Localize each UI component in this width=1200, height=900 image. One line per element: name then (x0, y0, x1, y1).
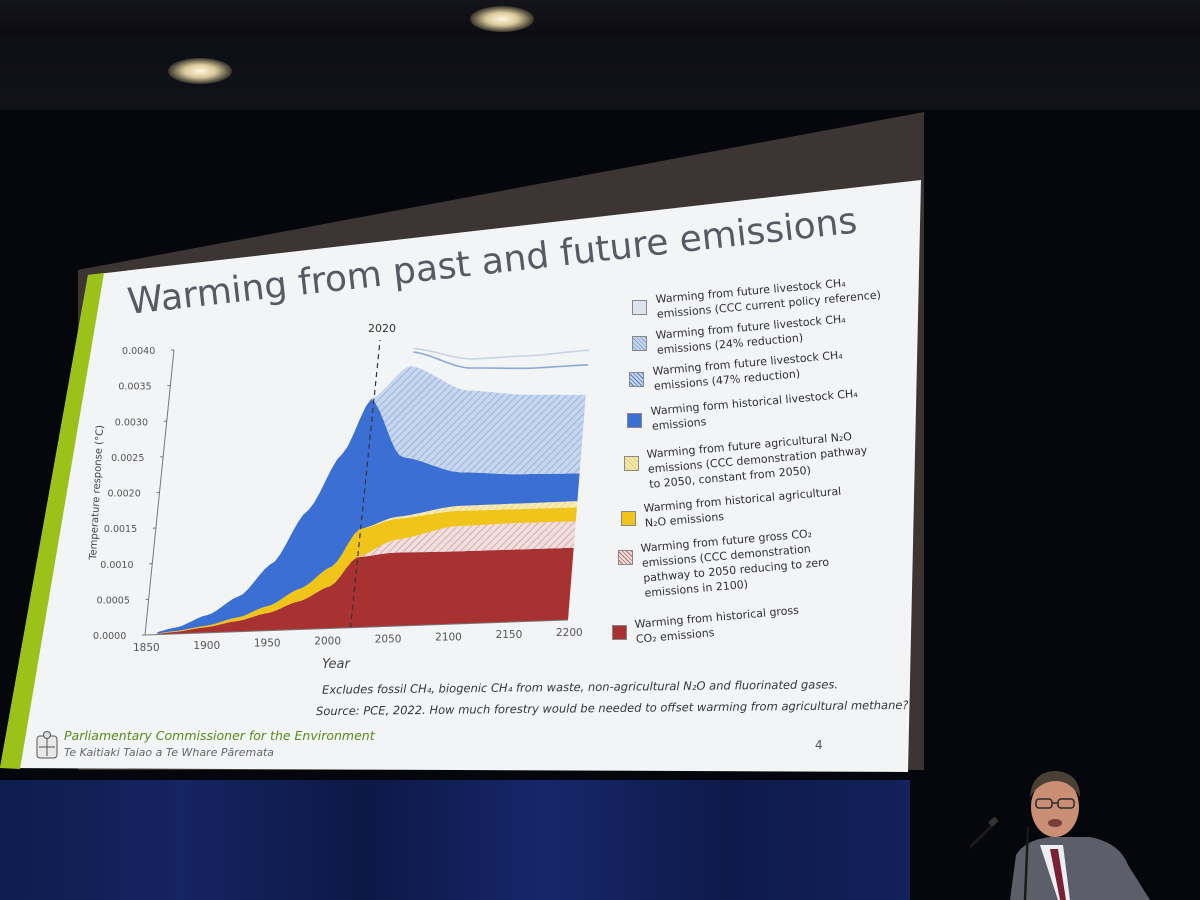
legend-swatch-ch4-future-47 (629, 372, 644, 387)
page-number: 4 (815, 738, 823, 752)
x-axis-title: Year (322, 657, 351, 672)
y-tick-label: 0.0010 (100, 560, 133, 571)
stage-light (470, 6, 534, 32)
y-tick-label: 0.0005 (97, 595, 130, 606)
y-tick-label: 0.0025 (111, 453, 144, 464)
area-co2-future (157, 521, 576, 634)
stage-curtain (0, 780, 910, 900)
x-tick-label: 2050 (375, 633, 402, 645)
organisation-name: Parliamentary Commissioner for the Envir… (64, 728, 375, 743)
area-n2o-hist (157, 507, 577, 634)
speaker-photo (970, 771, 1150, 900)
lighting-truss (0, 0, 1200, 34)
annotation-2020-label: 2020 (368, 322, 396, 335)
annotation-2020-line (349, 340, 381, 628)
legend-swatch-ch4-future-ccc (632, 300, 647, 315)
x-tick-label: 2100 (435, 631, 462, 643)
y-axis-title: Temperature response (°C) (88, 425, 106, 561)
x-tick-label: 1850 (133, 642, 160, 654)
area-ch4-future-ccc (413, 347, 590, 360)
legend-swatch-co2-hist (612, 625, 627, 640)
y-tick-label: 0.0030 (115, 417, 148, 428)
legend-swatch-n2o-hist (621, 511, 636, 526)
area-ch4-hist (157, 398, 580, 634)
y-tick-label: 0.0015 (104, 524, 137, 535)
area-co2-hist (157, 547, 574, 635)
x-tick-label: 2200 (556, 627, 583, 639)
legend-swatch-ch4-future-24 (632, 336, 647, 351)
y-tick-label: 0.0035 (118, 382, 151, 393)
area-ch4-future-24 (413, 351, 589, 370)
x-axis (144, 619, 569, 636)
organisation-subtitle: Te Kaitiaki Taiao a Te Whare Pāremata (64, 746, 275, 759)
legend-swatch-ch4-hist (627, 413, 642, 428)
plot-area (157, 347, 590, 635)
coat-of-arms-icon (36, 731, 58, 759)
x-tick-label: 1900 (193, 640, 220, 652)
x-tick-label: 1950 (254, 638, 281, 650)
stage-light (168, 58, 232, 84)
y-tick-label: 0.0020 (108, 489, 141, 500)
x-tick-label: 2150 (496, 629, 523, 641)
axes: 2020 1850 1900 1950 2000 2050 2100 2150 2200 0.00… (88, 322, 583, 672)
y-tick-label: 0.0040 (122, 346, 155, 357)
x-tick-label: 2000 (314, 636, 341, 648)
y-tick-label: 0.0000 (93, 631, 126, 642)
legend-swatch-n2o-future (624, 456, 639, 471)
legend-swatch-co2-future (618, 550, 633, 565)
area-ch4-future-47 (157, 366, 586, 633)
